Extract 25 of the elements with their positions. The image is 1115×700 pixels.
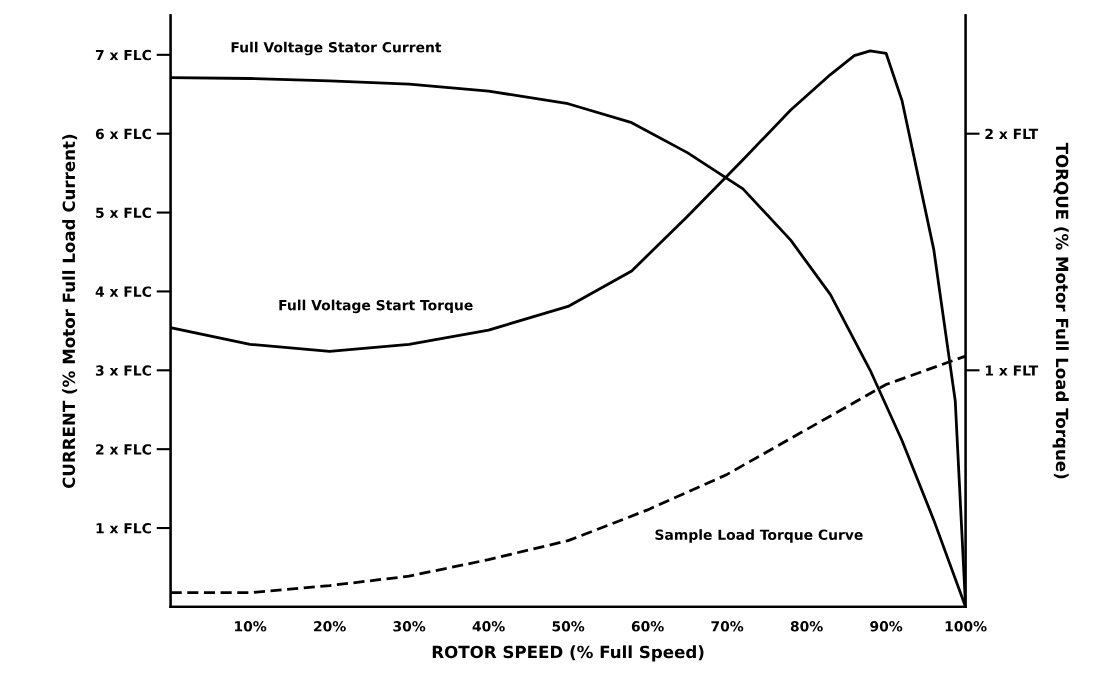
x-tick-label: 80% — [790, 621, 823, 632]
x-tick-label: 50% — [552, 621, 585, 632]
y2-axis-title: TORQUE (% Motor Full Load Torque) — [1052, 142, 1069, 479]
y-tick-label: 4 x FLC — [95, 286, 151, 297]
x-tick-label: 70% — [711, 621, 744, 632]
y-tick-label: 3 x FLC — [95, 365, 151, 376]
y-tick-label: 1 x FLC — [96, 523, 151, 534]
x-tick-label: 20% — [314, 621, 346, 632]
y-tick-label: 5 x FLC — [96, 207, 151, 219]
series-label: Full Voltage Stator Current — [231, 41, 442, 56]
y-axis-title: CURRENT (% Motor Full Load Current) — [62, 134, 78, 489]
y-tick-label: 2 x FLC — [96, 444, 151, 455]
y-tick-label: 7 x FLC — [95, 49, 151, 61]
x-tick-label: 10% — [235, 621, 267, 632]
x-tick-label: 100% — [945, 621, 987, 632]
series-label: Sample Load Torque Curve — [655, 529, 863, 543]
x-axis-title: ROTOR SPEED (% Full Speed) — [432, 645, 704, 662]
x-tick-label: 40% — [472, 621, 505, 632]
x-tick-label: 60% — [631, 621, 664, 632]
series-label: Full Voltage Start Torque — [279, 299, 473, 314]
y-tick-label: 6 x FLC — [95, 128, 151, 140]
y2-tick-label: 2 x FLT — [985, 128, 1039, 139]
x-tick-label: 30% — [393, 621, 426, 632]
x-tick-label: 90% — [870, 621, 903, 632]
y2-tick-label: 1 x FLT — [985, 365, 1039, 376]
